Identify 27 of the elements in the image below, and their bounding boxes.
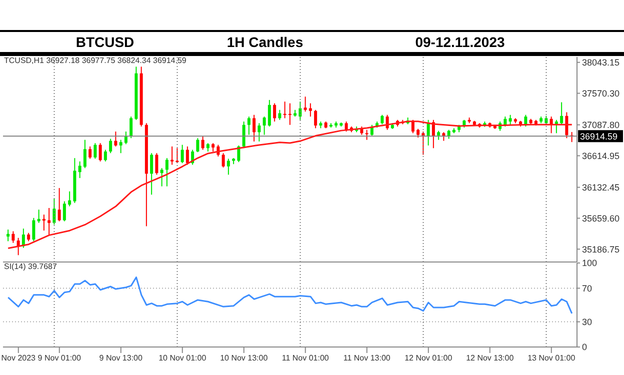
y-tick-label: 37087.80 (582, 120, 620, 130)
x-tick-label: Nov 2023 (1, 354, 36, 363)
chart-title: BTCUSD (76, 34, 134, 50)
y-tick-label: 38043.15 (582, 58, 620, 68)
y-tick-label: 37570.30 (582, 88, 620, 98)
y-tick-label: 35186.75 (582, 244, 620, 254)
x-tick-label: 11 Nov 13:00 (343, 354, 391, 363)
annotation: SI(14) 39.7687 (4, 262, 57, 271)
y-tick-label: 70 (582, 283, 592, 294)
x-tick-label: 11 Nov 01:00 (282, 354, 330, 363)
annotation: TCUSD,H1 36927.18 36977.75 36824.34 36914.59 (4, 56, 186, 65)
y-tick-label: 35659.60 (582, 213, 620, 224)
x-tick-label: 13 Nov 01:00 (528, 354, 576, 363)
y-tick-label: 30 (582, 316, 592, 327)
y-tick-label: 36132.45 (582, 182, 620, 192)
y-tick-label: 36614.95 (582, 150, 620, 161)
x-tick-label: 9 Nov 01:00 (38, 354, 82, 363)
y-tick-label: 0 (582, 342, 588, 352)
text: 09-12.11.2023 (415, 34, 505, 50)
x-tick-label: 12 Nov 13:00 (466, 354, 514, 363)
ref-line-label: 36914.59 (580, 132, 618, 142)
x-tick-label: 10 Nov 01:00 (158, 354, 207, 363)
y-tick-label: 100 (582, 258, 598, 268)
x-tick-label: 10 Nov 13:00 (220, 354, 268, 363)
x-tick-label: 9 Nov 13:00 (99, 354, 143, 363)
chart-subtitle: 1H Candles (226, 34, 304, 50)
x-tick-label: 12 Nov 01:00 (404, 354, 453, 363)
